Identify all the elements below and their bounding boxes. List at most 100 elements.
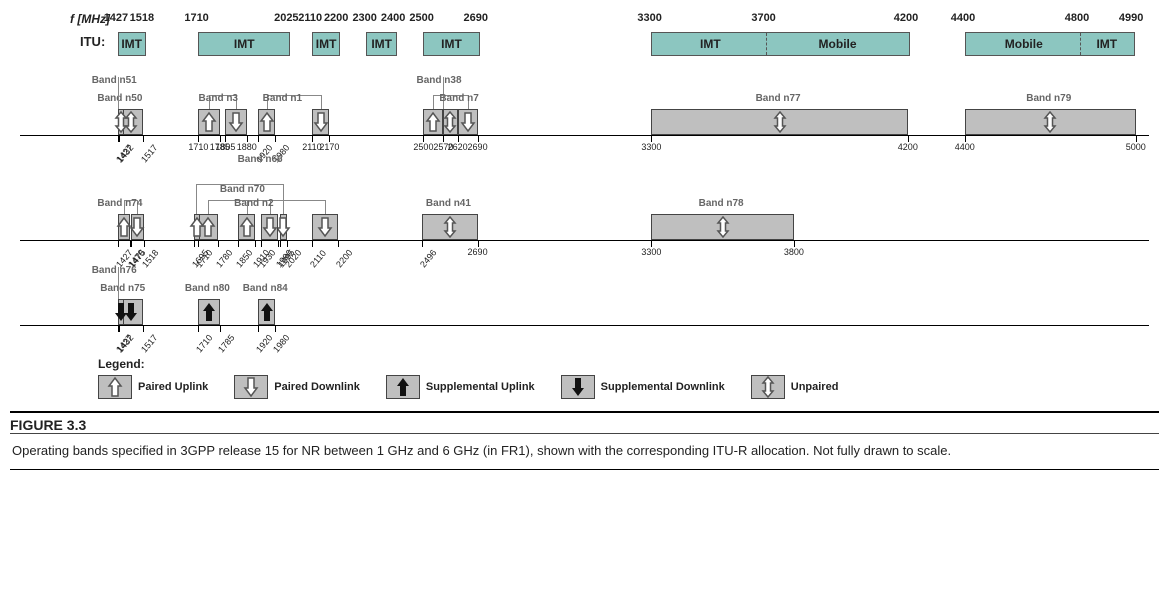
tick-label: 2690 <box>468 247 488 257</box>
band-block <box>423 109 443 135</box>
tick-label: 4200 <box>898 142 918 152</box>
itu-block: IMT <box>366 32 396 56</box>
band-row-2: 1427147014751518169517101780185019101930… <box>10 161 1159 266</box>
tick-label: 2500 <box>413 142 433 152</box>
header-freq: 2110 <box>298 12 322 24</box>
header-freq: 2500 <box>409 12 433 24</box>
legend-label: Supplemental Uplink <box>426 381 535 393</box>
band-label: Band n74 <box>97 198 142 209</box>
tick-label: 1517 <box>139 333 160 355</box>
tick-label: 2620 <box>448 142 468 152</box>
axis-line <box>20 135 1149 136</box>
legend-title: Legend: <box>98 357 1159 371</box>
legend-swatch <box>751 375 785 399</box>
legend-item: Paired Downlink <box>234 375 360 399</box>
itu-block: MobileIMT <box>965 32 1135 56</box>
legend-label: Unpaired <box>791 381 839 393</box>
tick-label: 4400 <box>955 142 975 152</box>
itu-block: IMT <box>198 32 290 56</box>
tick-label: 1710 <box>188 142 208 152</box>
band-row-3: 1427143215171710178519201980Band n75Band… <box>10 266 1159 351</box>
tick-label: 3300 <box>641 142 661 152</box>
header-freq: 3300 <box>637 12 661 24</box>
band-label: Band n41 <box>426 198 471 209</box>
tick-label: 1805 <box>215 142 235 152</box>
band-label: Band n75 <box>100 283 145 294</box>
legend-swatch <box>561 375 595 399</box>
header-freq: 2400 <box>381 12 405 24</box>
band-label: Band n78 <box>699 198 744 209</box>
band-label: Band n50 <box>97 93 142 104</box>
legend-label: Paired Downlink <box>274 381 360 393</box>
band-block <box>131 214 143 240</box>
tick-label: 3300 <box>641 247 661 257</box>
band-label: Band n2 <box>234 198 273 209</box>
itu-label: ITU: <box>80 34 105 49</box>
legend-swatch <box>234 375 268 399</box>
band-block <box>198 299 219 325</box>
header-freq: 1427 <box>104 12 128 24</box>
header-freq: 4990 <box>1119 12 1143 24</box>
itu-allocation-row: ITU: IMT IMT IMT IMT IMT IMTMobile MobileIMT <box>10 32 1159 56</box>
band-block <box>118 299 124 325</box>
header-freq: 1710 <box>184 12 208 24</box>
band-block <box>422 214 477 240</box>
legend: Legend: Paired Uplink Paired Downlink Supp… <box>10 357 1159 399</box>
itu-block: IMT <box>312 32 340 56</box>
band-block <box>458 109 478 135</box>
legend-item: Supplemental Uplink <box>386 375 535 399</box>
header-freq: 4400 <box>951 12 975 24</box>
band-block <box>261 214 278 240</box>
header-frequency-row: f [MHz]142715181710202521102200230024002… <box>10 10 1159 30</box>
band-label: Band n3 <box>199 93 238 104</box>
band-label: Band n80 <box>185 283 230 294</box>
band-label: Band n7 <box>439 93 478 104</box>
tick-label: 1785 <box>216 333 237 355</box>
legend-label: Supplemental Downlink <box>601 381 725 393</box>
band-block <box>280 214 287 240</box>
itu-block: IMT <box>118 32 146 56</box>
band-label: Band n51 <box>92 75 137 86</box>
band-block <box>651 214 793 240</box>
band-block <box>238 214 255 240</box>
band-label: Band n38 <box>417 75 462 86</box>
tick-label: 3800 <box>784 247 804 257</box>
tick-label: 1980 <box>271 333 292 355</box>
band-row-1: 1427143215171710178518051880192019802110… <box>10 56 1159 161</box>
tick-label: 5000 <box>1126 142 1146 152</box>
tick-label: 2170 <box>319 142 339 152</box>
legend-item: Supplemental Downlink <box>561 375 725 399</box>
tick-label: 1880 <box>237 142 257 152</box>
band-block <box>312 214 338 240</box>
tick-label: 1710 <box>194 333 215 355</box>
header-freq: 3700 <box>751 12 775 24</box>
figure-number: FIGURE 3.3 <box>10 411 1159 433</box>
itu-block: IMT <box>423 32 479 56</box>
band-label: Band n1 <box>263 93 302 104</box>
band-label: Band n79 <box>1026 93 1071 104</box>
band-label: Band n84 <box>243 283 288 294</box>
itu-block: IMTMobile <box>651 32 909 56</box>
band-label: Band n76 <box>92 265 137 276</box>
legend-item: Unpaired <box>751 375 839 399</box>
header-freq: 4800 <box>1065 12 1089 24</box>
band-block <box>225 109 246 135</box>
header-freq: 2690 <box>464 12 488 24</box>
legend-swatch <box>386 375 420 399</box>
legend-item: Paired Uplink <box>98 375 208 399</box>
band-block <box>443 109 457 135</box>
header-freq: 2300 <box>352 12 376 24</box>
header-freq: 2200 <box>324 12 348 24</box>
header-freq: 1518 <box>130 12 154 24</box>
band-block <box>258 299 275 325</box>
axis-line <box>20 240 1149 241</box>
band-label: Band n70 <box>220 184 265 195</box>
band-block <box>651 109 907 135</box>
figure-caption: Operating bands specified in 3GPP releas… <box>10 433 1159 470</box>
header-freq: 2025 <box>274 12 298 24</box>
header-freq: 4200 <box>894 12 918 24</box>
legend-label: Paired Uplink <box>138 381 208 393</box>
band-block <box>258 109 275 135</box>
tick-label: 1920 <box>254 333 275 355</box>
band-block <box>198 109 219 135</box>
